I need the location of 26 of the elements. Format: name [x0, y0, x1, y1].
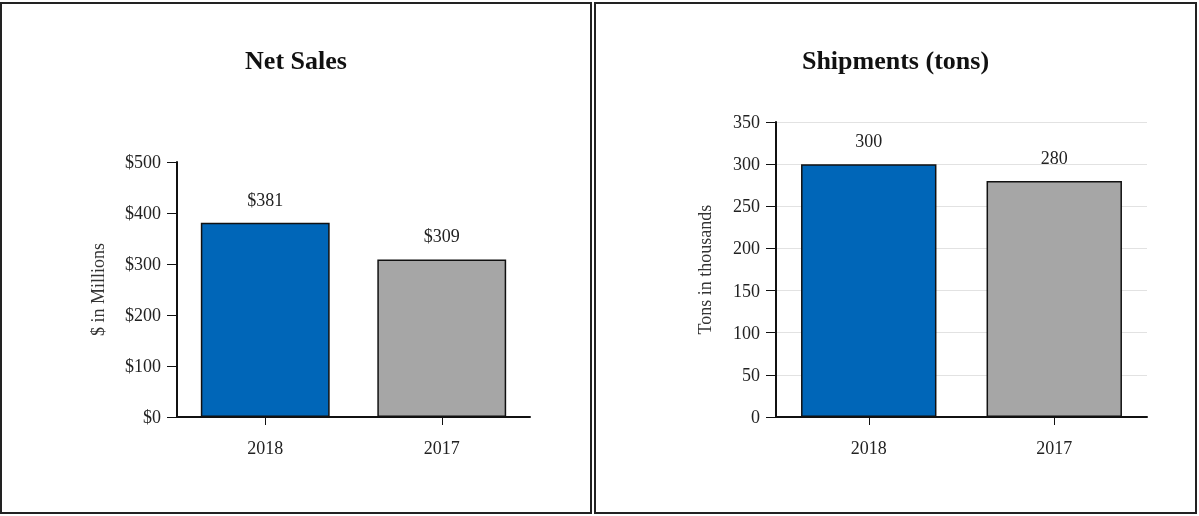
x-tick-label: 2018 [247, 438, 284, 458]
y-tick-label: 100 [733, 322, 760, 343]
chart-title: Net Sales [245, 45, 347, 75]
y-tick-label: $400 [125, 203, 161, 223]
y-tick-label: 0 [751, 407, 760, 427]
data-label: $309 [423, 226, 460, 247]
x-tick-label: 2017 [423, 438, 460, 458]
y-axis-title: $ in Millions [88, 242, 108, 337]
y-tick-label: $500 [125, 152, 161, 172]
data-label: $381 [247, 189, 284, 210]
y-tick-label: 250 [733, 196, 760, 217]
y-tick-label: $300 [125, 254, 161, 274]
y-tick-label: 300 [733, 154, 760, 175]
data-label: 280 [1040, 148, 1068, 168]
y-tick-label: 150 [733, 280, 760, 301]
y-tick-label: $200 [125, 305, 161, 325]
y-tick-label: 200 [733, 238, 760, 259]
y-tick-label: $0 [143, 407, 161, 427]
y-tick-label: 350 [733, 112, 760, 132]
y-tick-label: $100 [125, 356, 161, 376]
x-tick-label: 2018 [850, 438, 887, 458]
y-axis-title: Tons in thousands [695, 204, 715, 335]
x-tick-label: 2017 [1036, 438, 1073, 458]
data-label: 300 [855, 131, 883, 152]
y-tick-label: 50 [742, 364, 760, 385]
chart-title: Shipments (tons) [801, 45, 990, 75]
